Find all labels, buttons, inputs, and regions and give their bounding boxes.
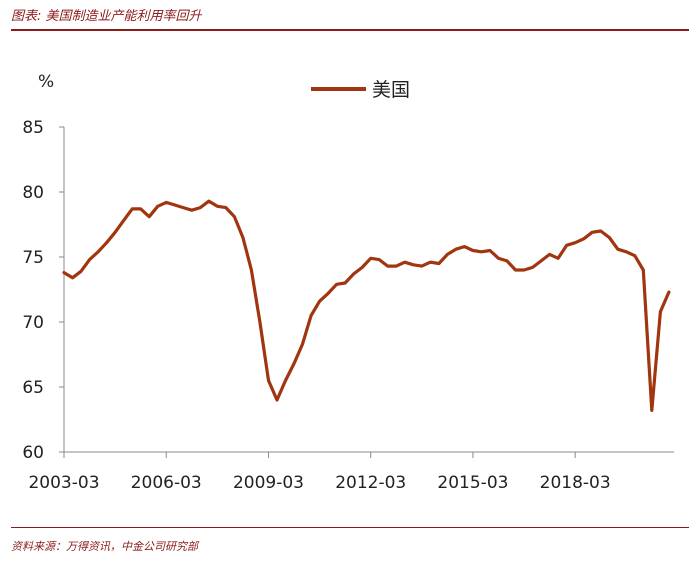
x-tick-label: 2012-03 [335, 473, 406, 493]
legend-label-us: 美国 [372, 79, 410, 101]
x-tick-label: 2009-03 [233, 473, 304, 493]
x-tick-label: 2018-03 [540, 473, 611, 493]
y-tick-labels: 60 65 70 75 80 85 [22, 118, 44, 463]
y-axis-unit-label: % [38, 72, 54, 92]
figure-title: 图表: 美国制造业产能利用率回升 [11, 9, 202, 24]
y-tick-label: 75 [22, 248, 44, 268]
x-tick-labels: 2003-03 2006-03 2009-03 2012-03 2015-03 2018-… [28, 473, 610, 493]
legend: 美国 [311, 79, 410, 101]
axes [59, 126, 674, 458]
x-tick-label: 2015-03 [437, 473, 508, 493]
x-tick-label: 2003-03 [28, 473, 99, 493]
series-line-us [62, 199, 671, 412]
y-tick-label: 70 [22, 313, 44, 333]
bottom-divider [11, 527, 689, 528]
y-tick-label: 85 [22, 118, 44, 138]
source-note: 资料来源：万得资讯，中金公司研究部 [11, 540, 198, 553]
x-tick-label: 2006-03 [131, 473, 202, 493]
y-tick-label: 60 [22, 443, 44, 463]
top-divider [11, 29, 689, 31]
series-lines [62, 199, 671, 412]
y-tick-label: 80 [22, 183, 44, 203]
y-tick-label: 65 [22, 378, 44, 398]
